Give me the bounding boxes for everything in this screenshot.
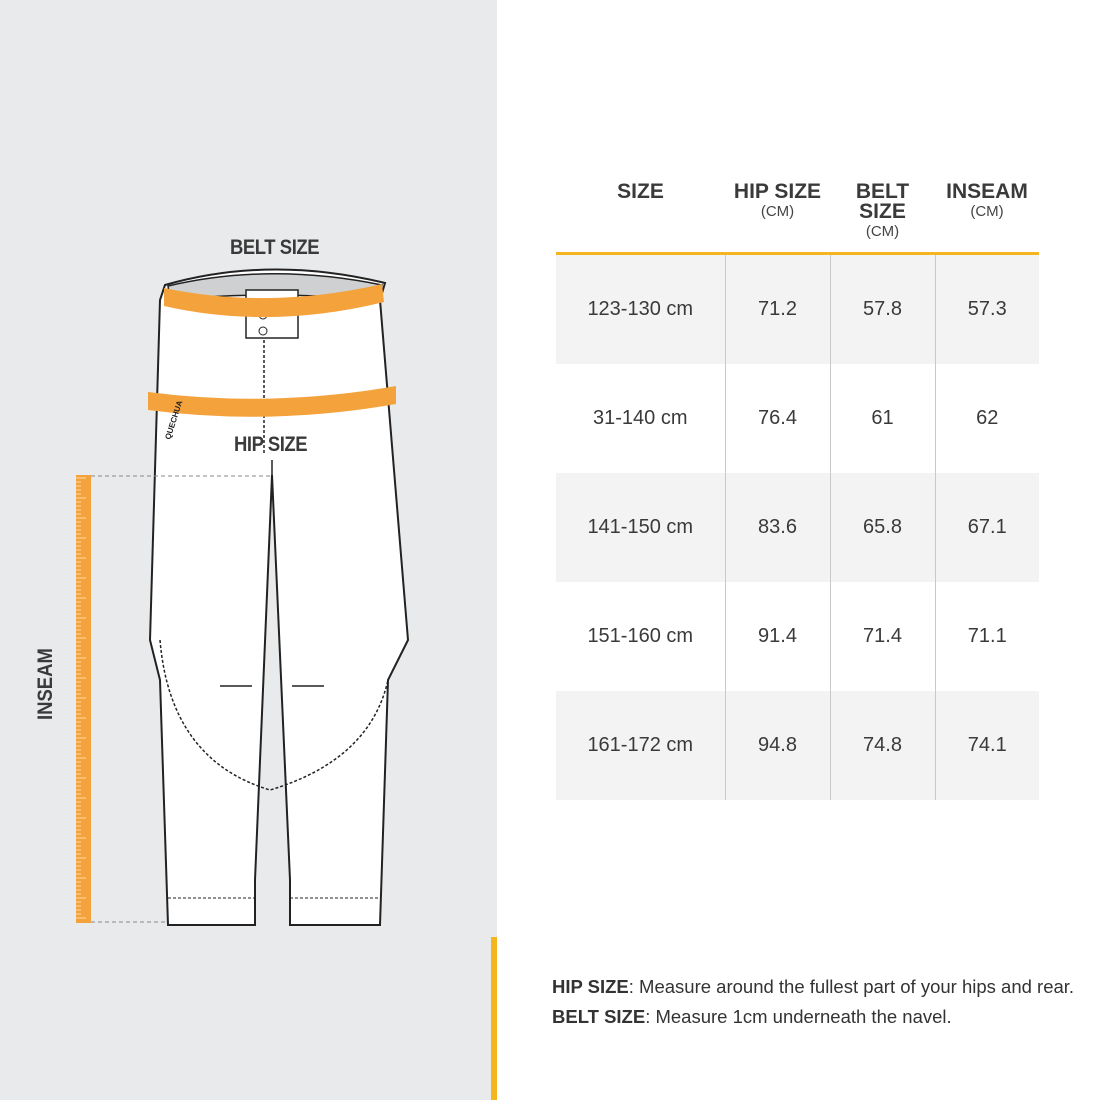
header-inseam: INSEAM (CM) xyxy=(935,178,1039,255)
table-row: 161-172 cm 94.8 74.8 74.1 xyxy=(556,691,1039,800)
hip-tape xyxy=(148,386,396,417)
hip-size-label: HIP SIZE xyxy=(234,433,308,456)
header-belt: BELT SIZE (CM) xyxy=(830,178,935,255)
table-row: 31-140 cm 76.4 61 62 xyxy=(556,364,1039,473)
size-table: SIZE HIP SIZE (CM) BELT SIZE (CM) INSEAM (C… xyxy=(556,178,1039,800)
header-size: SIZE xyxy=(556,178,725,255)
table-row: 151-160 cm 91.4 71.4 71.1 xyxy=(556,582,1039,691)
pants-illustration: QUECHUA xyxy=(76,268,410,926)
table-row: 123-130 cm 71.2 57.8 57.3 xyxy=(556,253,1039,364)
table-header: SIZE HIP SIZE (CM) BELT SIZE (CM) INSEAM (C… xyxy=(556,178,1039,255)
accent-bar xyxy=(491,937,497,1100)
measurement-notes: HIP SIZE: Measure around the fullest par… xyxy=(552,972,1074,1032)
belt-size-label: BELT SIZE xyxy=(230,236,320,259)
inseam-label: INSEAM xyxy=(34,648,57,720)
note-belt: BELT SIZE: Measure 1cm underneath the na… xyxy=(552,1006,952,1027)
note-hip: HIP SIZE: Measure around the fullest par… xyxy=(552,976,1075,997)
inseam-ruler xyxy=(76,475,91,923)
table-row: 141-150 cm 83.6 65.8 67.1 xyxy=(556,473,1039,582)
belt-tape xyxy=(164,284,384,318)
header-hip: HIP SIZE (CM) xyxy=(725,178,830,255)
